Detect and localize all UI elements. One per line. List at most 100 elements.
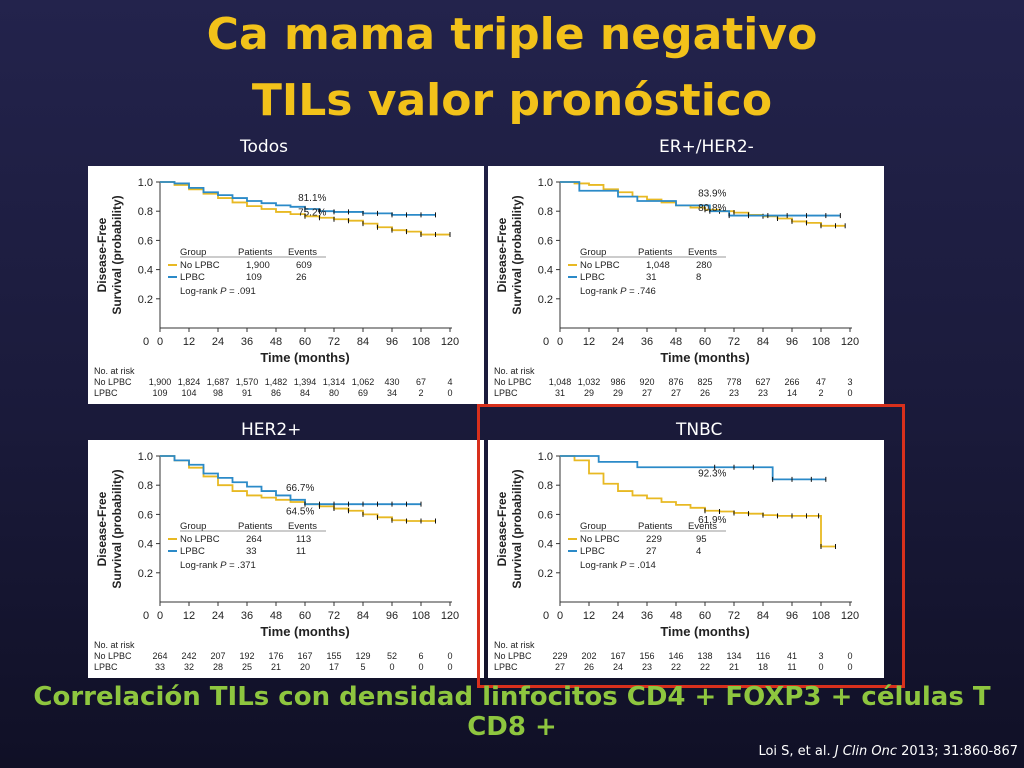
y-tick-label: 0.4 xyxy=(138,539,153,551)
x-tick-label: 60 xyxy=(699,610,711,622)
x-tick-label: 0 xyxy=(157,610,163,622)
risk-cell: 25 xyxy=(242,662,252,672)
risk-cell: 0 xyxy=(818,662,823,672)
risk-cell: 0 xyxy=(418,662,423,672)
risk-cell: 98 xyxy=(213,388,223,398)
x-tick-label: 36 xyxy=(641,336,653,348)
legend-header: Patients xyxy=(638,247,673,258)
legend-cell: No LPBC xyxy=(580,534,620,545)
x-tick-label: 12 xyxy=(183,336,195,348)
risk-cell: 32 xyxy=(184,662,194,672)
legend-cell: 4 xyxy=(696,546,701,557)
legend-cell: LPBC xyxy=(580,272,605,283)
x-tick-label: 36 xyxy=(641,610,653,622)
y-axis-title-line2: Survival (probability) xyxy=(510,469,524,588)
risk-cell: 86 xyxy=(271,388,281,398)
risk-cell: 4 xyxy=(447,377,452,387)
x-tick-label: 0 xyxy=(557,610,563,622)
risk-cell: 229 xyxy=(552,651,567,661)
y-origin-label: 0 xyxy=(143,336,149,348)
risk-row-group: LPBC xyxy=(494,662,518,672)
logrank-text: Log-rank P = .091 xyxy=(180,286,256,297)
legend-cell: No LPBC xyxy=(180,534,220,545)
citation-authors: Loi S, et al. xyxy=(758,744,835,759)
survival-annotation: 92.3% xyxy=(698,468,726,479)
x-tick-label: 84 xyxy=(757,336,769,348)
legend-cell: 8 xyxy=(696,272,701,283)
risk-cell: 266 xyxy=(784,377,799,387)
panel-label-tnbc: TNBC xyxy=(676,420,723,440)
y-tick-label: 0.8 xyxy=(538,480,553,492)
risk-cell: 26 xyxy=(584,662,594,672)
legend-cell: 609 xyxy=(296,260,312,271)
logrank-text: Log-rank P = .746 xyxy=(580,286,656,297)
risk-cell: 167 xyxy=(297,651,312,661)
x-tick-label: 96 xyxy=(786,336,798,348)
risk-cell: 109 xyxy=(152,388,167,398)
x-tick-label: 96 xyxy=(786,610,798,622)
risk-cell: 27 xyxy=(642,388,652,398)
x-tick-label: 120 xyxy=(841,336,859,348)
x-tick-label: 72 xyxy=(328,610,340,622)
risk-cell: 242 xyxy=(181,651,196,661)
x-tick-label: 12 xyxy=(583,610,595,622)
risk-cell: 1,824 xyxy=(178,377,201,387)
x-tick-label: 120 xyxy=(441,336,459,348)
risk-cell: 23 xyxy=(642,662,652,672)
legend-header: Patients xyxy=(638,521,673,532)
legend-cell: 95 xyxy=(696,534,707,545)
legend-cell: No LPBC xyxy=(180,260,220,271)
risk-cell: 84 xyxy=(300,388,310,398)
logrank-text: Log-rank P = .371 xyxy=(180,560,256,571)
risk-cell: 155 xyxy=(326,651,341,661)
legend-cell: 26 xyxy=(296,272,307,283)
y-tick-label: 0.6 xyxy=(538,509,553,521)
legend-cell: 33 xyxy=(246,546,257,557)
risk-cell: 778 xyxy=(726,377,741,387)
risk-cell: 264 xyxy=(152,651,167,661)
legend-header: Patients xyxy=(238,247,273,258)
risk-cell: 24 xyxy=(613,662,623,672)
y-axis-title-line2: Survival (probability) xyxy=(110,195,124,314)
risk-cell: 876 xyxy=(668,377,683,387)
risk-cell: 627 xyxy=(755,377,770,387)
risk-cell: 1,048 xyxy=(549,377,572,387)
y-tick-label: 0.2 xyxy=(138,568,153,580)
x-tick-label: 24 xyxy=(212,336,224,348)
risk-cell: 27 xyxy=(671,388,681,398)
logrank-p: P xyxy=(220,560,227,571)
logrank-value: = .746 xyxy=(626,286,655,297)
x-tick-label: 24 xyxy=(212,610,224,622)
y-axis-title-line1: Disease-Free xyxy=(495,217,509,292)
risk-cell: 116 xyxy=(756,651,770,661)
risk-table-title: No. at risk xyxy=(94,366,135,376)
citation-journal: J Clin Onc xyxy=(834,744,898,759)
survival-annotation: 81.1% xyxy=(298,193,326,204)
x-tick-label: 0 xyxy=(157,336,163,348)
km-chart-er-her2: 0 12 24 36 48 60 72 84 96 108 120 0.2 0.4 0.6 0.8 1.0 0 T… xyxy=(488,166,884,404)
risk-cell: 0 xyxy=(389,662,394,672)
risk-cell: 202 xyxy=(581,651,596,661)
risk-cell: 23 xyxy=(758,388,768,398)
x-tick-label: 72 xyxy=(728,336,740,348)
x-tick-label: 60 xyxy=(699,336,711,348)
x-tick-label: 120 xyxy=(841,610,859,622)
x-tick-label: 24 xyxy=(612,610,624,622)
x-tick-label: 108 xyxy=(412,336,430,348)
x-tick-label: 72 xyxy=(728,610,740,622)
risk-cell: 1,032 xyxy=(578,377,601,387)
risk-cell: 1,687 xyxy=(207,377,230,387)
series-line-lpbc xyxy=(160,455,421,506)
risk-cell: 0 xyxy=(847,662,852,672)
risk-cell: 146 xyxy=(668,651,683,661)
x-tick-label: 84 xyxy=(357,610,369,622)
risk-cell: 5 xyxy=(360,662,365,672)
logrank-p: P xyxy=(220,286,227,297)
risk-cell: 26 xyxy=(700,388,710,398)
survival-annotation: 61.9% xyxy=(698,515,726,526)
risk-row-group: No LPBC xyxy=(94,377,132,387)
risk-cell: 0 xyxy=(447,651,452,661)
citation: Loi S, et al. J Clin Onc 2013; 31:860-86… xyxy=(758,744,1018,759)
risk-cell: 1,482 xyxy=(265,377,288,387)
series-line-lpbc xyxy=(160,181,436,216)
